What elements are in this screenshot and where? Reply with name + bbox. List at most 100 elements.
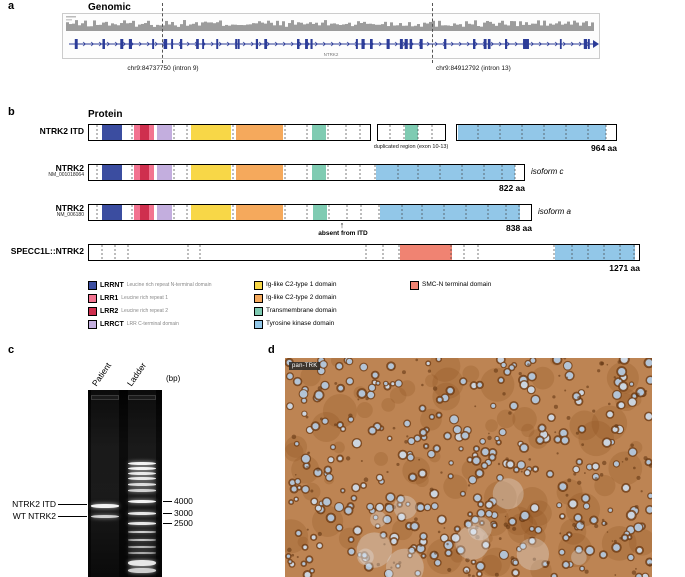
gel-band <box>128 472 156 475</box>
panel-d-letter: d <box>268 344 275 356</box>
legend-item: LRRCT LRR C-terminal domain <box>88 320 211 329</box>
band-label-ntrk2-itd: NTRK2 ITD <box>12 499 56 509</box>
legend-label: Transmembrane domain <box>266 307 337 315</box>
legend-swatch <box>254 320 263 329</box>
panel-c-letter: c <box>8 344 15 356</box>
gel-band <box>128 552 156 554</box>
up-arrow-icon: ↑ <box>339 220 345 230</box>
protein-row-label-isoform-a: NTRK2 NM_006180 <box>0 204 84 218</box>
lane-label-patient: Patient <box>89 360 114 388</box>
protein-row-label-fusion: SPECC1L::NTRK2 <box>0 247 84 256</box>
aa-length: 838 aa <box>506 223 532 233</box>
protein-domain-bar <box>88 124 371 141</box>
gel-band <box>128 512 156 515</box>
legend-swatch <box>88 294 97 303</box>
protein-name: NTRK2 <box>55 163 84 173</box>
legend-item: Transmembrane domain <box>254 307 337 316</box>
legend-swatch <box>254 307 263 316</box>
gel-well <box>128 395 156 400</box>
transcript-id: NM_001018064 <box>48 171 84 178</box>
legend-swatch <box>254 294 263 303</box>
legend-label: Tyrosine kinase domain <box>266 320 335 328</box>
legend-abbr: LRRNT <box>100 282 124 289</box>
legend-abbr: LRR2 <box>100 308 119 315</box>
legend-desc: Leucine rich repeat 1 <box>121 295 168 301</box>
gene-label: NTRK2 <box>323 52 339 57</box>
marker-line-3000 <box>163 513 172 514</box>
protein-title: Protein <box>88 109 123 120</box>
protein-name: NTRK2 ITD <box>39 126 84 136</box>
breakpoint-line-intron13 <box>432 3 433 63</box>
protein-domain-bar <box>456 124 617 141</box>
marker-line-2500 <box>163 523 172 524</box>
protein-domain-bar <box>88 164 525 181</box>
genome-coverage-and-gene-track <box>66 16 599 49</box>
legend-desc: Leucine rich repeat 2 <box>121 308 168 314</box>
gel-band <box>128 560 156 566</box>
protein-row-label-itd: NTRK2 ITD <box>0 127 84 136</box>
lane-label-ladder: Ladder <box>124 360 149 388</box>
legend-desc: Leucine rich repeat N-terminal domain <box>126 282 212 288</box>
ihc-micrograph: pan-TRK <box>285 358 652 577</box>
legend-column-smc: SMC-N terminal domain <box>410 281 491 294</box>
breakpoint-line-intron9 <box>162 3 163 63</box>
gel-well <box>91 395 119 400</box>
duplicated-region-note: duplicated region (exon 10-13) <box>373 144 449 150</box>
legend-desc: LRR C-terminal domain <box>126 321 179 327</box>
size-marker-2500: 2500 <box>174 518 193 528</box>
legend-item: LRR2 Leucine rich repeat 2 <box>88 307 211 316</box>
genome-browser-track: NTRK2 <box>62 13 600 59</box>
legend-abbr: LRRCT <box>100 321 124 328</box>
gel-band <box>91 504 119 508</box>
gel-band <box>91 515 119 518</box>
legend-item: Tyrosine kinase domain <box>254 320 337 329</box>
gel-lane-patient <box>91 390 119 577</box>
legend-label: SMC-N terminal domain <box>422 281 492 289</box>
aa-length: 964 aa <box>591 143 617 153</box>
protein-domain-bar <box>88 244 640 261</box>
genomic-title: Genomic <box>88 2 131 13</box>
legend-swatch <box>254 281 263 290</box>
gel-band <box>128 568 156 573</box>
legend-item: Ig-like C2-type 1 domain <box>254 281 337 290</box>
aa-length: 822 aa <box>499 183 525 193</box>
legend-column-lrr: LRRNT Leucine rich repeat N-terminal doma… <box>88 281 211 333</box>
breakpoint-label-intron9: chr9:84737750 (intron 9) <box>127 65 199 72</box>
stain-label: pan-TRK <box>289 362 321 370</box>
isoform-label: isoform c <box>531 167 564 176</box>
transcript-id: NM_006180 <box>56 211 84 218</box>
panel-a-letter: a <box>8 0 15 12</box>
legend-item: Ig-like C2-type 2 domain <box>254 294 337 303</box>
aa-length: 1271 aa <box>609 263 640 273</box>
legend-swatch <box>88 281 97 290</box>
legend-swatch <box>410 281 419 290</box>
gel-band <box>128 477 156 480</box>
gel-image <box>88 390 162 577</box>
legend-abbr: LRR1 <box>100 295 119 302</box>
absent-from-itd-note: absent from ITD <box>318 230 368 237</box>
protein-domain-bar <box>88 204 532 221</box>
ihc-tissue-texture <box>285 358 652 577</box>
gel-band <box>128 531 156 533</box>
gel-band <box>128 546 156 548</box>
bp-unit-label: (bp) <box>166 374 181 383</box>
gel-band <box>128 489 156 492</box>
legend-item: LRRNT Leucine rich repeat N-terminal doma… <box>88 281 211 290</box>
gel-band <box>128 522 156 525</box>
gel-band <box>128 539 156 541</box>
band-label-wt-ntrk2: WT NTRK2 <box>12 511 56 521</box>
gel-band <box>128 462 156 465</box>
band-pointer-line <box>58 504 87 505</box>
protein-name: SPECC1L::NTRK2 <box>10 246 84 256</box>
legend-column-domains: Ig-like C2-type 1 domain Ig-like C2-type … <box>254 281 337 333</box>
gel-band <box>128 483 156 486</box>
size-marker-3000: 3000 <box>174 508 193 518</box>
legend-label: Ig-like C2-type 2 domain <box>266 294 337 302</box>
protein-domain-bar <box>377 124 446 141</box>
size-marker-4000: 4000 <box>174 496 193 506</box>
legend-swatch <box>88 307 97 316</box>
protein-row-label-isoform-c: NTRK2 NM_001018064 <box>0 164 84 178</box>
isoform-label: isoform a <box>538 207 571 216</box>
legend-swatch <box>88 320 97 329</box>
